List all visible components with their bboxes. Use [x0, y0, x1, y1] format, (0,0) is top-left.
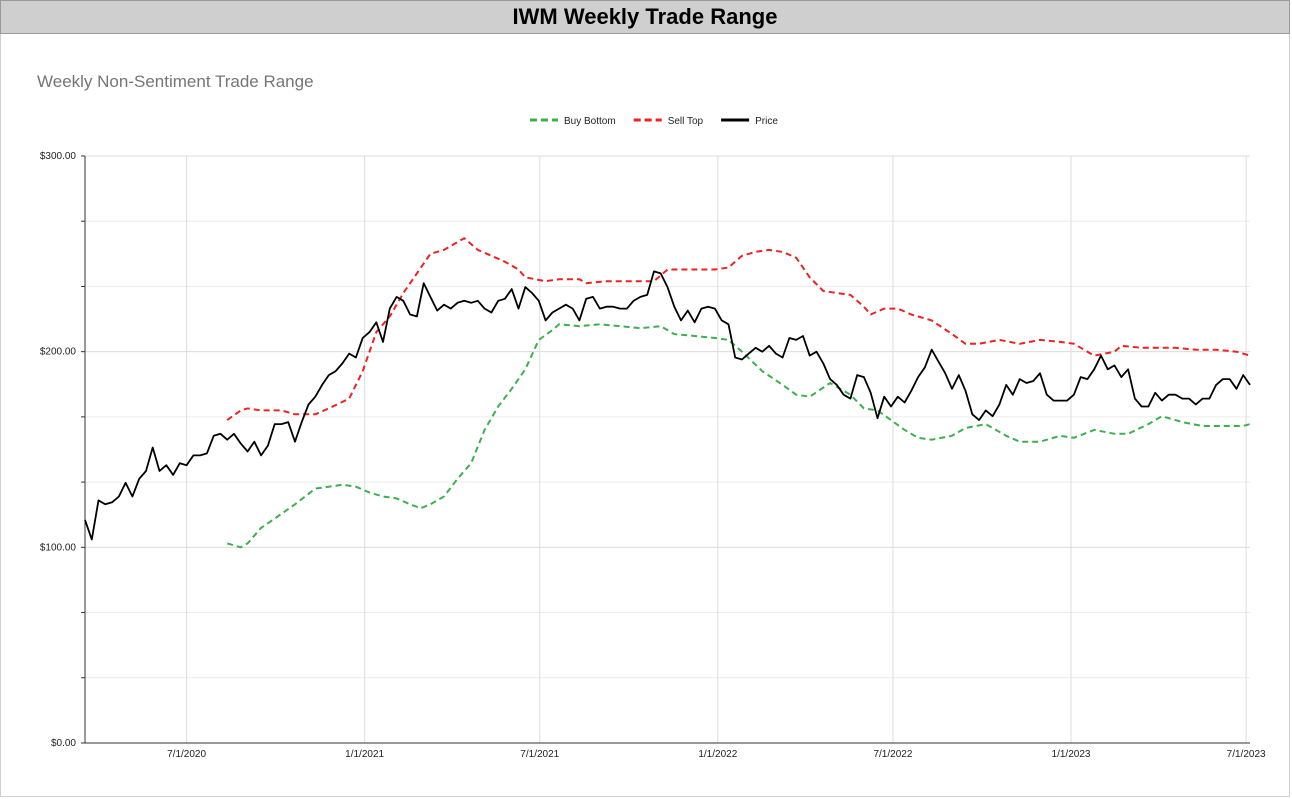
title-bar: IWM Weekly Trade Range	[0, 0, 1290, 34]
legend-label-buy-bottom: Buy Bottom	[564, 116, 616, 127]
x-tick-label: 7/1/2022	[873, 749, 912, 760]
series-line-price	[84, 270, 1251, 541]
y-tick-label: $0.00	[51, 738, 76, 749]
page-title: IWM Weekly Trade Range	[512, 4, 778, 29]
x-tick-label: 7/1/2023	[1227, 749, 1266, 760]
chart-title: Weekly Non-Sentiment Trade Range	[37, 72, 314, 91]
x-tick-label: 7/1/2021	[520, 749, 559, 760]
x-tick-label: 1/1/2021	[345, 749, 384, 760]
series-line-sell-top	[226, 237, 1251, 421]
y-tick-label: $300.00	[40, 151, 77, 162]
x-tick-label: 7/1/2020	[167, 749, 206, 760]
chart-frame	[0, 34, 1290, 797]
y-tick-label: $200.00	[40, 347, 77, 358]
legend-label-sell-top: Sell Top	[668, 116, 704, 127]
series-line-buy-bottom	[226, 323, 1251, 549]
x-tick-label: 1/1/2022	[698, 749, 737, 760]
x-tick-label: 1/1/2023	[1052, 749, 1091, 760]
y-tick-label: $100.00	[40, 542, 77, 553]
legend-label-price: Price	[755, 116, 778, 127]
